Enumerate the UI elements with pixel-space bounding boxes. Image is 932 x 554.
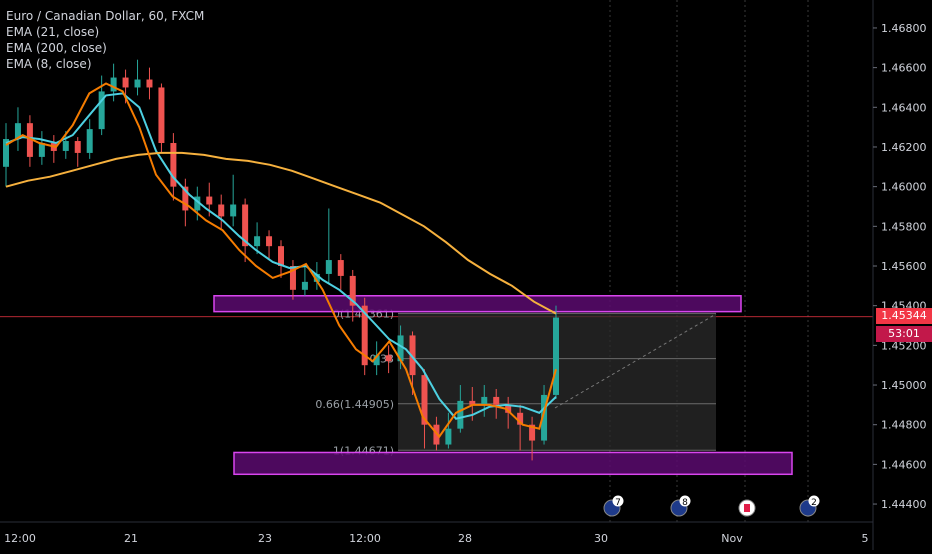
candle-body (86, 129, 93, 153)
price-tick-label: 1.46400 (881, 101, 927, 114)
fib-level-label: 0.66(1.44905) (315, 398, 394, 411)
support-resistance-zone[interactable] (233, 451, 793, 476)
candle-body (457, 400, 464, 429)
support-resistance-zone[interactable] (213, 295, 742, 313)
candle-body (505, 404, 512, 413)
ema8-line (5, 82, 557, 439)
candle-body (38, 143, 45, 157)
candle-body (289, 266, 296, 290)
candle-body (98, 91, 105, 130)
candle-body (110, 77, 117, 92)
candle-body (278, 246, 284, 266)
candle-body (529, 424, 536, 441)
candle-body (242, 204, 249, 247)
candle-body (445, 428, 452, 445)
event-badge-count: 7 (615, 498, 621, 508)
chart-title: Euro / Canadian Dollar, 60, FXCM (6, 9, 205, 23)
candle-body (337, 260, 344, 276)
candle-body (218, 204, 225, 217)
ema21-line (5, 92, 557, 420)
price-tick-label: 1.45000 (881, 379, 927, 392)
candle-body (493, 396, 500, 405)
price-tick-label: 1.45600 (881, 260, 927, 273)
event-badge (679, 495, 691, 507)
price-tick-label: 1.46000 (881, 181, 927, 194)
time-tick-label: 12:00 (349, 532, 381, 545)
candle-body (373, 355, 380, 366)
price-tick-label: 1.46800 (881, 22, 927, 35)
price-tick-label: 1.45200 (881, 339, 927, 352)
candle-body (385, 355, 392, 362)
event-badge-count: 2 (811, 498, 817, 508)
candle-body (409, 335, 416, 376)
price-tick-label: 1.44800 (881, 419, 927, 432)
candle-body (146, 79, 153, 88)
fib-trend-line (554, 313, 717, 409)
candle-body (158, 87, 165, 144)
event-badge (808, 495, 820, 507)
price-tick-label: 1.44600 (881, 458, 927, 471)
chart-legend: Euro / Canadian Dollar, 60, FXCM EMA (21… (6, 8, 204, 72)
candle-body (325, 260, 332, 274)
price-tick-label: 1.46200 (881, 141, 927, 154)
candle-body (553, 317, 559, 395)
candle-body (361, 305, 368, 366)
candle-body (74, 141, 81, 153)
time-tick-label: Nov (721, 532, 743, 545)
candle-body (206, 196, 213, 205)
candle-body (230, 204, 237, 217)
candle-body (541, 394, 548, 441)
candle-body (14, 123, 21, 140)
candle-body (481, 396, 488, 405)
time-tick-label: 28 (458, 532, 472, 545)
maple-leaf-icon (744, 504, 750, 512)
candle-body (170, 143, 177, 187)
indicator-ema21-label[interactable]: EMA (21, close) (6, 25, 100, 39)
countdown-tag: 53:01 (876, 326, 932, 342)
candle-body (301, 281, 308, 290)
time-tick-label: 21 (124, 532, 138, 545)
price-tick-label: 1.45800 (881, 220, 927, 233)
candle-body (182, 186, 189, 211)
candle-body (254, 236, 261, 247)
candle-body (349, 275, 356, 306)
candle-body (26, 123, 33, 157)
event-badge (612, 495, 624, 507)
time-tick-label: 23 (258, 532, 272, 545)
time-tick-label: 5 (862, 532, 869, 545)
price-tick-label: 1.44400 (881, 498, 927, 511)
current-price-tag: 1.45344 (876, 308, 932, 324)
event-badge-count: 8 (682, 498, 688, 508)
price-tick-label: 1.46600 (881, 62, 927, 75)
time-tick-label: 12:00 (4, 532, 36, 545)
candle-body (517, 412, 524, 425)
candle-body (62, 141, 69, 151)
candle-body (421, 375, 428, 425)
candle-body (397, 335, 404, 362)
ema200-line (5, 151, 557, 315)
time-tick-label: 30 (594, 532, 608, 545)
candle-body (266, 236, 273, 247)
candle-body (3, 139, 9, 167)
candle-body (194, 196, 201, 211)
candle-body (122, 77, 129, 88)
indicator-ema8-label[interactable]: EMA (8, close) (6, 57, 92, 71)
candle-body (134, 79, 141, 88)
indicator-ema200-label[interactable]: EMA (200, close) (6, 41, 107, 55)
candle-body (313, 273, 320, 282)
candle-body (469, 400, 476, 405)
